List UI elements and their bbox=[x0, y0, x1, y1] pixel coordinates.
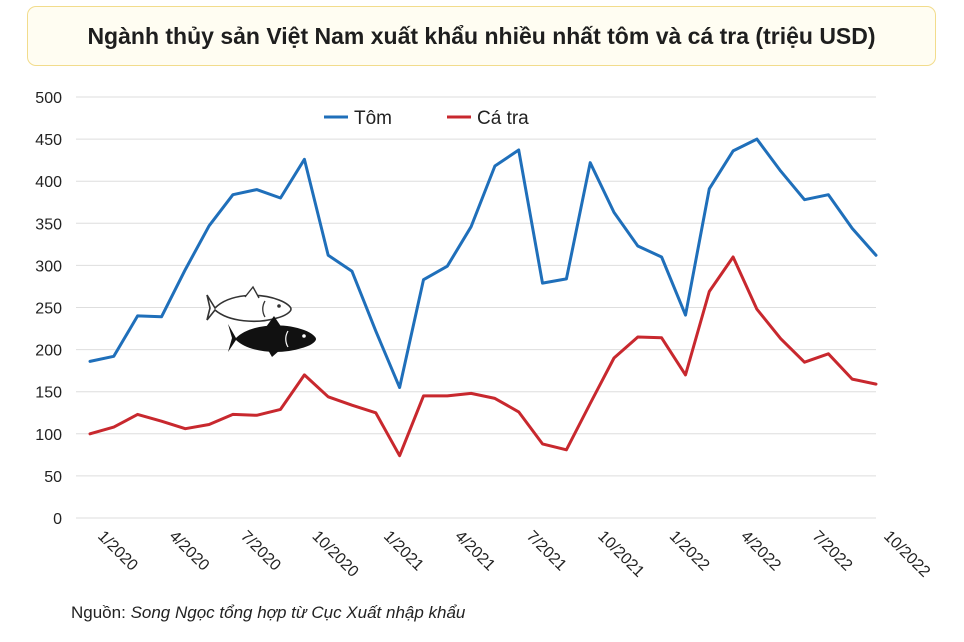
source-text: Song Ngọc tổng hợp từ Cục Xuất nhập khẩu bbox=[130, 603, 466, 622]
y-tick-label: 200 bbox=[35, 343, 62, 360]
x-tick-label: 7/2020 bbox=[237, 528, 284, 575]
y-tick-label: 150 bbox=[35, 385, 62, 402]
source-note: Nguồn: Song Ngọc tổng hợp từ Cục Xuất nh… bbox=[71, 603, 465, 623]
legend: Tôm Cá tra bbox=[324, 108, 529, 129]
line-chart: 0 50 100 150 200 250 300 350 400 450 500 1/2020 4/2… bbox=[35, 90, 933, 581]
x-tick-label: 10/2022 bbox=[880, 528, 933, 581]
x-tick-label: 1/2020 bbox=[94, 528, 141, 575]
y-tick-label: 0 bbox=[53, 511, 62, 528]
y-tick-label: 350 bbox=[35, 216, 62, 233]
x-tick-label: 1/2021 bbox=[380, 528, 427, 575]
x-axis-ticks: 1/2020 4/2020 7/2020 10/2020 1/2021 4/2021 7/2… bbox=[94, 528, 933, 581]
y-tick-label: 500 bbox=[35, 90, 62, 107]
series-lines bbox=[88, 137, 878, 458]
y-tick-label: 400 bbox=[35, 174, 62, 191]
y-tick-label: 450 bbox=[35, 132, 62, 149]
legend-label: Cá tra bbox=[477, 108, 529, 129]
series-line-0 bbox=[88, 137, 878, 389]
x-tick-label: 4/2021 bbox=[451, 528, 498, 575]
y-tick-label: 250 bbox=[35, 301, 62, 318]
series-line-1 bbox=[88, 255, 878, 458]
legend-label: Tôm bbox=[354, 108, 392, 129]
y-axis-ticks: 0 50 100 150 200 250 300 350 400 450 500 bbox=[35, 90, 62, 528]
fish-solid-icon bbox=[228, 316, 316, 357]
x-tick-label: 7/2022 bbox=[809, 528, 856, 575]
x-tick-label: 10/2021 bbox=[594, 528, 647, 581]
x-tick-label: 10/2020 bbox=[309, 528, 362, 581]
x-tick-label: 4/2022 bbox=[737, 528, 784, 575]
source-label: Nguồn: bbox=[71, 603, 126, 622]
y-tick-label: 100 bbox=[35, 427, 62, 444]
y-tick-label: 50 bbox=[44, 469, 62, 486]
fish-outline-icon bbox=[206, 285, 292, 323]
y-tick-label: 300 bbox=[35, 258, 62, 275]
x-tick-label: 7/2021 bbox=[523, 528, 570, 575]
x-tick-label: 1/2022 bbox=[666, 528, 713, 575]
chart-title: Ngành thủy sản Việt Nam xuất khẩu nhiều … bbox=[87, 22, 876, 49]
title-box: Ngành thủy sản Việt Nam xuất khẩu nhiều … bbox=[27, 6, 936, 66]
x-tick-label: 4/2020 bbox=[166, 528, 213, 575]
